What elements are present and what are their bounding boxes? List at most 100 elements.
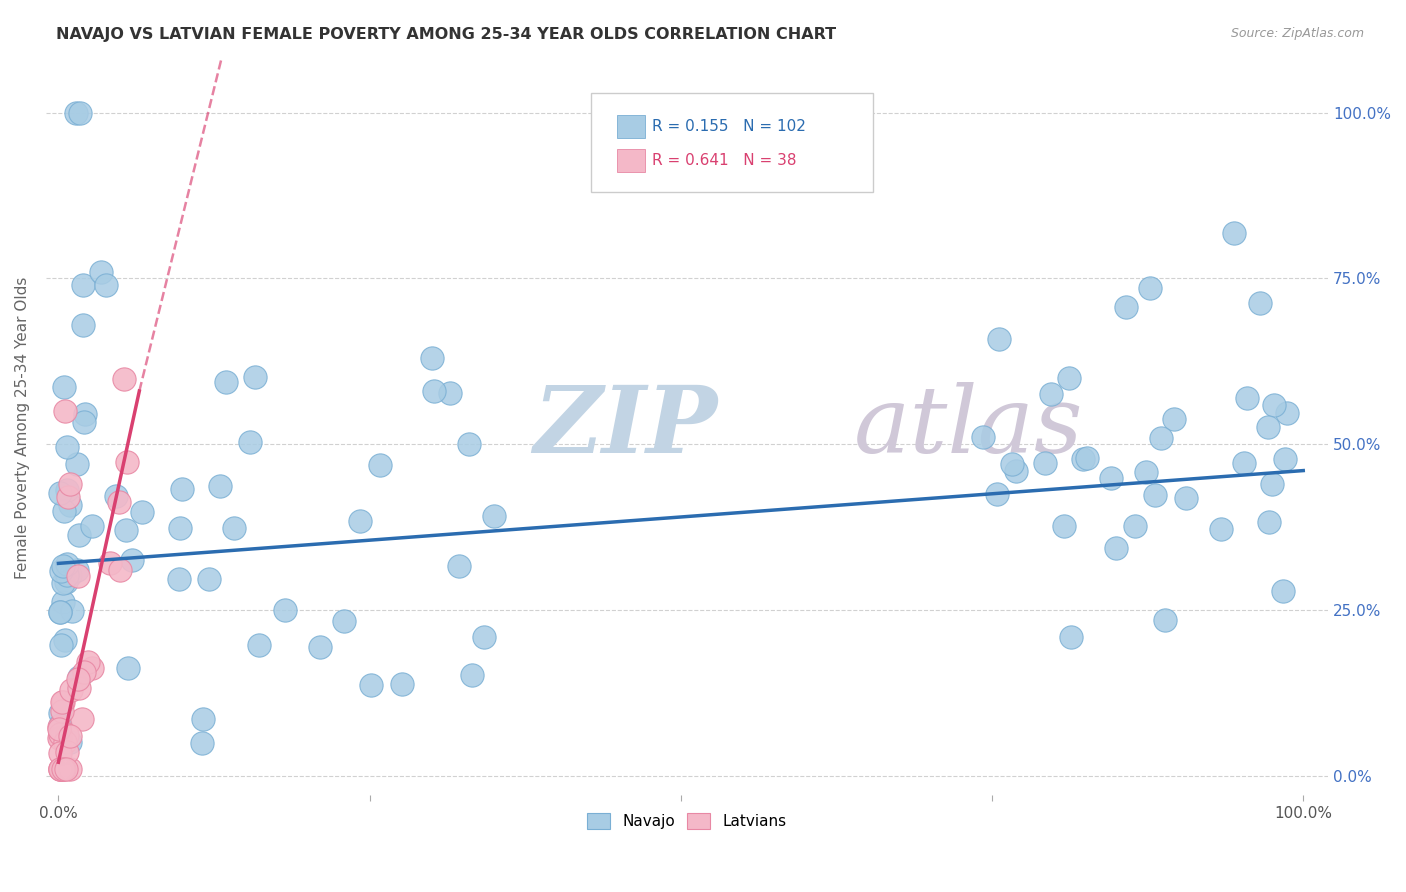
Latvians [112,372,135,386]
Latvians [49,762,72,776]
Navajo [48,706,70,720]
Navajo [131,505,153,519]
Navajo [1275,406,1298,420]
Navajo [349,514,371,528]
Navajo [1175,491,1198,505]
Latvians [55,762,77,776]
Navajo [114,523,136,537]
Navajo [457,437,479,451]
Navajo [169,521,191,535]
Latvians [108,563,131,577]
Navajo [1154,613,1177,627]
FancyBboxPatch shape [591,93,873,192]
Navajo [1099,471,1122,485]
Navajo [65,105,87,120]
Latvians [53,404,76,418]
Navajo [49,638,72,652]
Navajo [55,575,77,590]
Navajo [75,407,97,421]
Navajo [1274,452,1296,467]
Navajo [332,614,354,628]
Navajo [191,736,214,750]
Navajo [59,568,82,582]
Navajo [1125,519,1147,533]
Latvians [98,556,121,570]
Navajo [482,508,505,523]
Navajo [309,640,332,654]
Navajo [105,489,128,503]
Navajo [55,483,77,498]
Latvians [67,681,90,696]
Navajo [167,572,190,586]
Navajo [238,434,260,449]
Navajo [1233,456,1256,470]
Navajo [72,277,94,292]
Latvians [55,745,77,759]
Navajo [52,576,75,591]
Latvians [56,728,79,742]
Text: NAVAJO VS LATVIAN FEMALE POVERTY AMONG 25-34 YEAR OLDS CORRELATION CHART: NAVAJO VS LATVIAN FEMALE POVERTY AMONG 2… [56,27,837,42]
Latvians [49,762,72,776]
Latvians [51,704,73,718]
Bar [617,149,645,172]
Navajo [1261,477,1284,491]
Latvians [70,712,93,726]
Navajo [1143,488,1166,502]
Navajo [121,553,143,567]
Navajo [67,528,90,542]
Navajo [1135,465,1157,479]
Latvians [49,727,72,741]
Latvians [108,494,131,508]
Text: atlas: atlas [853,383,1083,473]
Navajo [1040,387,1063,401]
Navajo [972,430,994,444]
Latvians [77,656,100,670]
Navajo [1001,457,1024,471]
Navajo [72,318,94,332]
Navajo [1076,451,1098,466]
Latvians [51,695,73,709]
Latvians [52,695,75,709]
Latvians [72,665,94,679]
Navajo [94,277,117,292]
Latvians [52,762,75,776]
Navajo [66,563,89,577]
Latvians [67,569,90,583]
Navajo [1150,431,1173,445]
Latvians [49,762,72,776]
Navajo [1272,584,1295,599]
Navajo [1033,456,1056,470]
Navajo [1209,523,1232,537]
Navajo [51,594,73,608]
Latvians [48,720,70,734]
Navajo [56,440,79,454]
Latvians [51,762,73,776]
Navajo [360,678,382,692]
Navajo [52,558,75,573]
Navajo [66,457,89,471]
Navajo [51,564,73,578]
Navajo [73,415,96,429]
Navajo [48,605,70,619]
Latvians [59,476,82,491]
Navajo [52,504,75,518]
Navajo [198,573,221,587]
Navajo [56,558,79,572]
Latvians [48,731,70,746]
Latvians [67,672,90,686]
Navajo [53,632,76,647]
Navajo [52,380,75,394]
Navajo [249,638,271,652]
Navajo [69,105,91,120]
Y-axis label: Female Poverty Among 25-34 Year Olds: Female Poverty Among 25-34 Year Olds [15,277,30,579]
Navajo [224,521,246,535]
Latvians [52,762,75,776]
Latvians [59,683,82,698]
Navajo [80,518,103,533]
Navajo [420,351,443,365]
Navajo [215,375,238,389]
Bar [617,115,645,138]
Text: R = 0.641   N = 38: R = 0.641 N = 38 [652,153,797,168]
Latvians [48,731,70,746]
Navajo [1163,412,1185,426]
